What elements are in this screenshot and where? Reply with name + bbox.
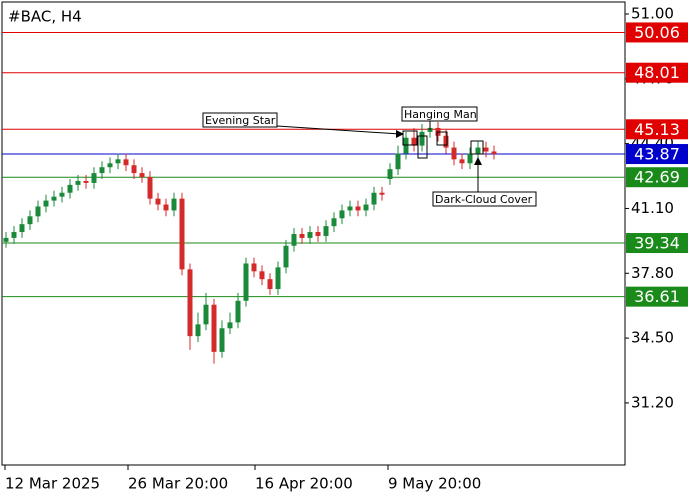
level-label: 39.34 xyxy=(634,234,680,253)
plot-frame xyxy=(1,1,626,466)
candle-body xyxy=(99,167,105,174)
level-label-bg xyxy=(626,22,688,43)
level-label: 42.69 xyxy=(634,168,680,187)
candle-body xyxy=(195,324,201,337)
candle-body xyxy=(251,263,257,272)
candle-body xyxy=(275,267,281,289)
x-tick-label: 26 Mar 20:00 xyxy=(128,475,228,493)
pattern-box xyxy=(417,135,428,159)
y-tick-label: 37.80 xyxy=(631,264,674,282)
annotation: Evening Star xyxy=(205,114,276,127)
candle-body xyxy=(123,159,129,166)
level-label-bg xyxy=(626,286,688,307)
candle-body xyxy=(107,163,113,168)
candle-body xyxy=(411,137,417,146)
x-tick-label: 9 May 20:00 xyxy=(388,475,481,493)
level-label: 43.87 xyxy=(634,145,680,164)
candle-body xyxy=(467,153,473,164)
candle-body xyxy=(443,135,449,148)
candle-body xyxy=(35,206,41,217)
annotation-box xyxy=(401,106,478,122)
candle-body xyxy=(139,173,145,178)
candle-body xyxy=(323,226,329,236)
candle-body xyxy=(203,304,209,325)
chart-title: #BAC, H4 xyxy=(8,8,82,26)
level-label-bg xyxy=(626,62,688,83)
candle-body xyxy=(403,137,409,154)
x-tick-label: 12 Mar 2025 xyxy=(5,475,100,493)
level-label-bg xyxy=(626,233,688,254)
candle-body xyxy=(331,218,337,227)
candle-body xyxy=(451,147,457,160)
pattern-box xyxy=(470,140,484,155)
level-label-bg xyxy=(626,167,688,188)
candle-body xyxy=(51,196,57,201)
y-tick-label: 31.20 xyxy=(631,393,674,411)
candle-body xyxy=(299,233,305,238)
level-label: 48.01 xyxy=(634,63,680,82)
candle-body xyxy=(227,322,233,329)
level-label: 45.13 xyxy=(634,120,680,139)
candle-body xyxy=(155,198,161,205)
candle-body xyxy=(11,232,17,238)
candle-body xyxy=(115,159,121,164)
candle-body xyxy=(339,210,345,219)
candle-body xyxy=(307,232,313,238)
candle-body xyxy=(475,147,481,154)
annotation-arrow xyxy=(276,125,401,135)
candle-body xyxy=(363,204,369,211)
candle-body xyxy=(379,192,385,195)
candle-body xyxy=(235,300,241,323)
candle-body xyxy=(91,173,97,183)
candle-body xyxy=(291,233,297,246)
candle-body xyxy=(59,192,65,197)
candle-body xyxy=(75,180,81,185)
arrow-head xyxy=(474,157,482,165)
candle-body xyxy=(459,159,465,164)
y-tick-label: 51.00 xyxy=(631,4,674,22)
annotation-box xyxy=(432,191,537,207)
level-label: 36.61 xyxy=(634,287,680,306)
candle-body xyxy=(315,232,321,236)
candle-body xyxy=(243,263,249,301)
arrow-head xyxy=(396,130,404,138)
candle-body xyxy=(395,153,401,170)
pattern-box xyxy=(436,131,448,146)
candle-body xyxy=(387,169,393,179)
candle-body xyxy=(347,206,353,211)
candle-body xyxy=(19,224,25,233)
annotation: Hanging Man xyxy=(404,108,477,121)
candle-body xyxy=(419,131,425,146)
candle-body xyxy=(27,216,33,225)
candle-body xyxy=(147,177,153,199)
annotation-box xyxy=(202,112,278,128)
candle-body xyxy=(171,198,177,211)
level-label: 50.06 xyxy=(634,23,680,42)
candle-body xyxy=(283,245,289,268)
level-label-bg xyxy=(626,119,688,140)
candle-body xyxy=(187,269,193,337)
candle-body xyxy=(67,184,73,193)
candle-body xyxy=(131,165,137,174)
annotation: Dark-Cloud Cover xyxy=(435,193,533,206)
candle-body xyxy=(179,198,185,270)
candle-body xyxy=(491,151,497,155)
candle-body xyxy=(163,204,169,211)
candle-body xyxy=(219,328,225,352)
x-tick-label: 16 Apr 20:00 xyxy=(255,475,353,493)
candle-body xyxy=(483,147,489,152)
candle-body xyxy=(211,304,217,352)
candle-body xyxy=(259,271,265,280)
level-label-bg xyxy=(626,144,688,165)
candle-body xyxy=(3,237,9,242)
candle-body xyxy=(355,206,361,211)
candle-body xyxy=(267,279,273,289)
y-tick-label: 34.50 xyxy=(631,329,674,347)
pattern-box xyxy=(402,130,418,146)
y-tick-label: 41.10 xyxy=(631,199,674,217)
candle-body xyxy=(43,200,49,207)
candle-body xyxy=(83,180,89,183)
candle-body xyxy=(371,192,377,205)
